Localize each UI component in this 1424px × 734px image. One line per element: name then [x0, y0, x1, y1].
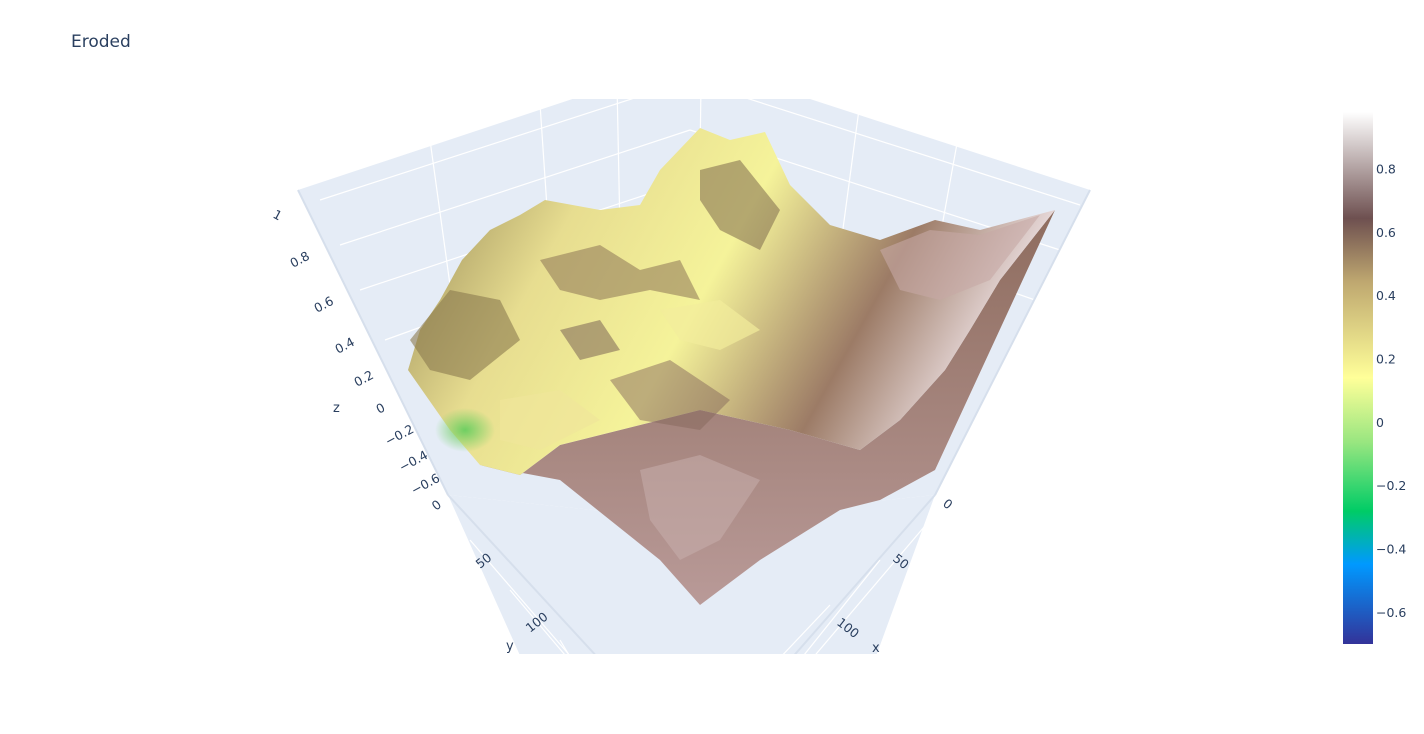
- scene: [297, 99, 1091, 654]
- colorbar-gradient: [1343, 112, 1373, 644]
- z-tick-label: 0.2: [351, 367, 376, 390]
- colorbar-tick-label: 0.2: [1376, 352, 1396, 367]
- colorbar-tick-label: 0: [1376, 415, 1384, 430]
- chart-title: Eroded: [71, 32, 131, 52]
- x-axis-title: x: [872, 641, 880, 656]
- z-tick-label: −0.6: [408, 470, 442, 498]
- colorbar-tick-label: 0.8: [1376, 162, 1396, 177]
- z-tick-label: 0.8: [287, 248, 312, 271]
- colorbar-tick-label: −0.6: [1376, 605, 1406, 620]
- z-tick-label: −0.4: [396, 447, 430, 475]
- z-tick-label: −0.2: [382, 421, 416, 448]
- colorbar: 0.8 0.6 0.4 0.2 0 −0.2 −0.4 −0.6: [1343, 112, 1406, 644]
- colorbar-tick-label: −0.4: [1376, 542, 1406, 557]
- z-tick-label: 0.4: [332, 334, 357, 357]
- z-tick-label: 0.6: [311, 293, 336, 316]
- y-tick-label: 0: [429, 497, 445, 514]
- colorbar-tick-label: −0.2: [1376, 478, 1406, 493]
- y-axis-title: y: [506, 639, 514, 654]
- z-tick-label: 0: [373, 400, 387, 417]
- x-tick-label: 0: [940, 496, 956, 513]
- colorbar-tick-label: 0.6: [1376, 225, 1396, 240]
- z-axis-title: z: [333, 401, 340, 416]
- terrain-surface: [408, 128, 1055, 605]
- colorbar-tick-label: 0.4: [1376, 288, 1396, 303]
- z-tick-label: 1: [271, 206, 285, 223]
- axis-edges: [297, 189, 1091, 654]
